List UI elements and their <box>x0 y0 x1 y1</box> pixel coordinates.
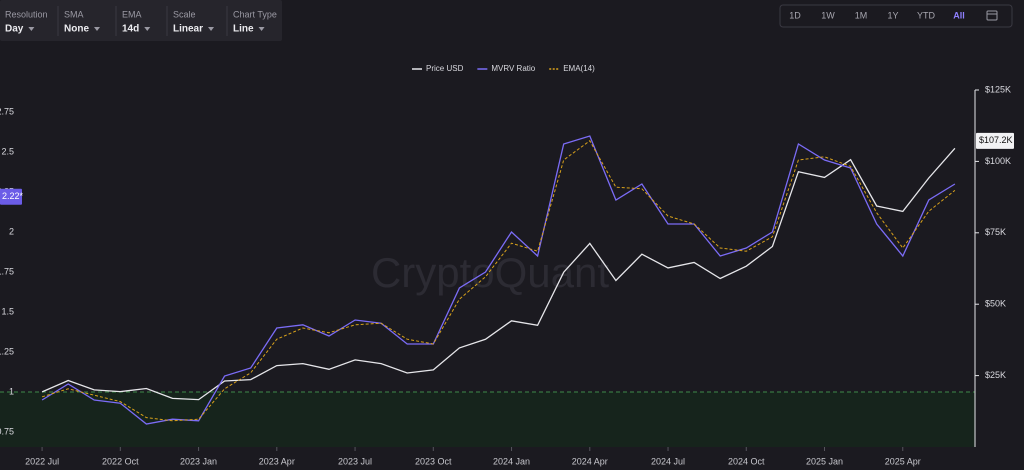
range-button[interactable]: YTD <box>917 10 936 20</box>
control-value[interactable]: Day <box>5 24 24 35</box>
y-tick-label: 1 <box>9 386 14 396</box>
series-line <box>41 135 956 425</box>
x-tick-label: 2022 Oct <box>102 456 139 466</box>
legend-label[interactable]: MVRV Ratio <box>491 64 535 73</box>
below-baseline-zone <box>0 391 975 447</box>
controls-panel <box>0 0 282 41</box>
range-button[interactable]: 1Y <box>887 10 898 20</box>
y-tick-label: 2.75 <box>0 106 14 116</box>
control-label: Chart Type <box>233 9 277 19</box>
x-tick-label: 2024 Jan <box>493 456 530 466</box>
range-button[interactable]: 1W <box>821 10 835 20</box>
control-label: Scale <box>173 9 196 19</box>
price-badge <box>976 132 1014 149</box>
y-tick-label: 1.25 <box>0 346 14 356</box>
range-button[interactable]: 1M <box>855 10 868 20</box>
range-panel <box>779 4 1013 28</box>
dropdown-caret[interactable] <box>258 27 265 31</box>
x-tick-label: 2023 Oct <box>415 456 452 466</box>
y2-tick-label: $50K <box>985 299 1006 309</box>
dropdown-caret[interactable] <box>94 27 100 31</box>
x-tick-label: 2023 Jul <box>338 456 372 466</box>
ratio-badge <box>0 188 22 205</box>
x-tick-label: 2024 Oct <box>728 456 765 466</box>
control-label: SMA <box>64 9 84 19</box>
y2-tick-label: $100K <box>985 156 1011 166</box>
y-tick-label: 1.75 <box>0 266 14 276</box>
legend-label[interactable]: Price USD <box>426 64 464 73</box>
watermark: CryptoQuant <box>371 249 609 296</box>
x-tick-label: 2024 Jul <box>651 456 685 466</box>
ratio-badge-label: 2.22* <box>2 191 24 201</box>
control-label: Resolution <box>5 9 48 19</box>
series-line <box>41 140 956 422</box>
x-tick-label: 2024 Apr <box>572 456 608 466</box>
x-tick-label: 2023 Apr <box>259 456 295 466</box>
y-tick-label: 0.75 <box>0 426 14 436</box>
y-tick-label: 1.5 <box>1 306 14 316</box>
control-value[interactable]: 14d <box>122 24 139 35</box>
price-badge-label: $107.2K <box>979 135 1013 145</box>
y2-tick-label: $25K <box>985 370 1006 380</box>
x-tick-label: 2025 Apr <box>885 456 921 466</box>
series-line <box>41 147 956 401</box>
range-button[interactable]: 1D <box>789 10 801 20</box>
dropdown-caret[interactable] <box>208 27 215 31</box>
x-tick-label: 2022 Jul <box>25 456 59 466</box>
control-label: EMA <box>122 9 142 19</box>
y2-tick-label: $125K <box>985 84 1011 94</box>
range-button[interactable]: All <box>953 10 965 20</box>
control-value[interactable]: Line <box>233 24 254 35</box>
legend-label[interactable]: EMA(14) <box>563 64 595 73</box>
y-tick-label: 2 <box>9 226 14 236</box>
calendar-icon[interactable] <box>986 10 998 21</box>
x-tick-label: 2023 Jan <box>180 456 217 466</box>
control-value[interactable]: None <box>64 24 89 35</box>
y-tick-label: 2.5 <box>1 146 14 156</box>
y2-tick-label: $75K <box>985 227 1006 237</box>
x-tick-label: 2025 Jan <box>806 456 843 466</box>
dropdown-caret[interactable] <box>144 27 151 31</box>
dropdown-caret[interactable] <box>28 27 35 31</box>
control-value[interactable]: Linear <box>173 24 203 35</box>
